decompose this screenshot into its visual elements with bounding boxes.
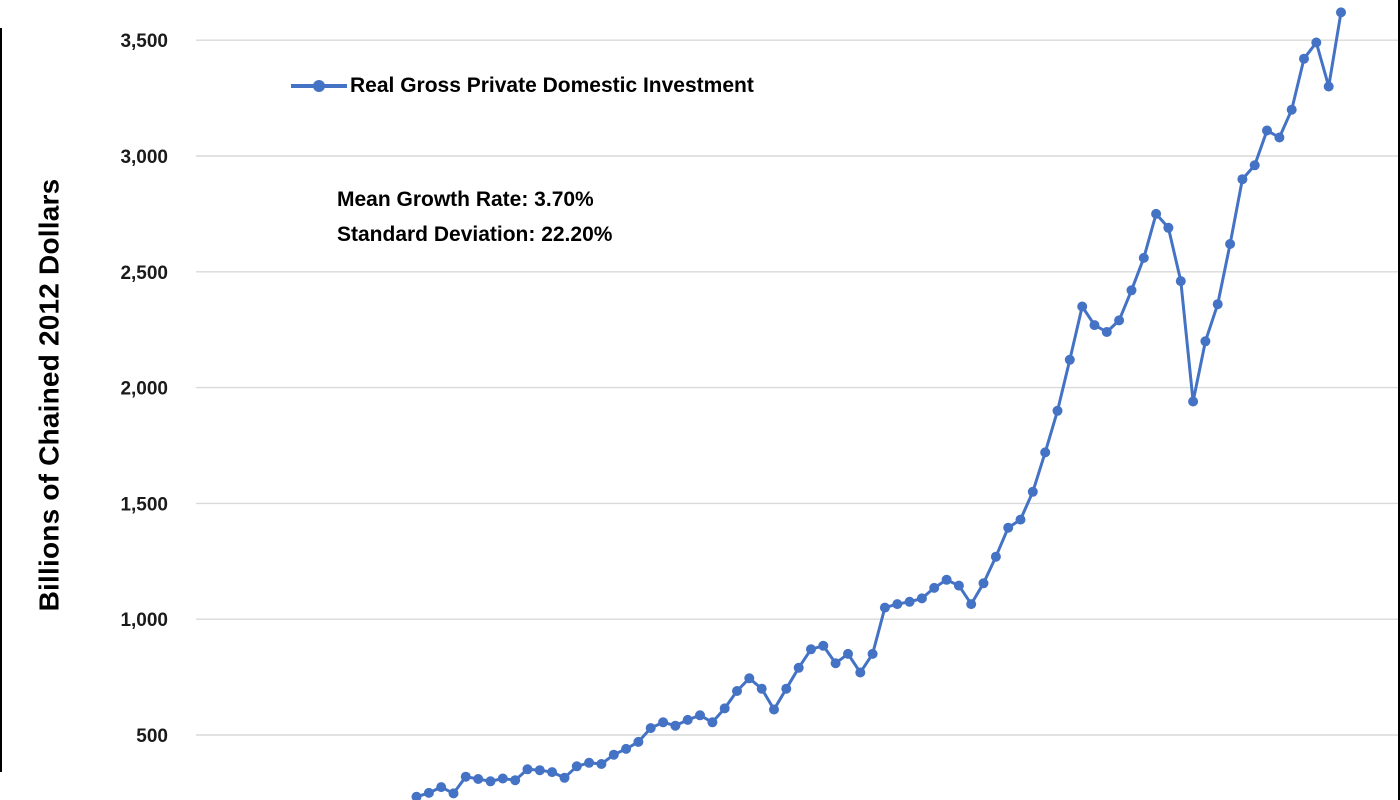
data-point-marker	[966, 599, 977, 610]
data-point-marker	[793, 662, 804, 673]
data-point-marker	[892, 599, 903, 610]
data-point-marker	[830, 658, 841, 669]
data-point-marker	[1225, 239, 1236, 249]
data-point-marker	[670, 720, 681, 731]
legend-label: Real Gross Private Domestic Investment	[350, 74, 754, 97]
data-point-marker	[411, 791, 422, 800]
data-point-marker	[522, 764, 533, 775]
data-point-marker	[1237, 174, 1248, 185]
chart-left-border	[0, 28, 2, 772]
data-point-marker	[1151, 208, 1162, 219]
data-point-marker	[596, 759, 607, 769]
data-point-marker	[1323, 81, 1334, 92]
data-point-marker	[1089, 320, 1100, 331]
data-point-marker	[1286, 104, 1297, 115]
legend: Real Gross Private Domestic Investment	[290, 74, 754, 98]
data-point-marker	[1015, 514, 1026, 525]
y-tick-label: 2,500	[120, 263, 168, 284]
data-point-marker	[941, 574, 952, 585]
data-point-marker	[658, 717, 669, 728]
data-point-marker	[1040, 447, 1051, 458]
data-point-marker	[978, 578, 989, 589]
data-point-marker	[1027, 486, 1038, 497]
data-point-marker	[1077, 301, 1088, 312]
data-point-marker	[571, 761, 582, 772]
data-point-marker	[448, 788, 459, 799]
y-tick-label: 500	[136, 726, 168, 747]
data-point-marker	[1003, 522, 1014, 533]
data-point-marker	[719, 703, 730, 714]
data-point-marker	[744, 673, 755, 684]
data-point-marker	[1200, 336, 1211, 347]
y-tick-label: 1,000	[120, 610, 168, 631]
data-point-marker	[547, 767, 558, 778]
y-tick-label: 2,000	[120, 379, 168, 400]
legend-line-marker-icon	[291, 80, 347, 92]
data-point-marker	[1064, 354, 1075, 365]
data-point-marker	[781, 683, 792, 694]
data-point-marker	[904, 596, 915, 607]
data-point-marker	[1163, 222, 1174, 233]
chart-right-border	[1398, 0, 1400, 800]
data-point-marker	[534, 765, 545, 776]
data-point-marker	[879, 602, 890, 613]
data-point-marker	[1052, 405, 1063, 416]
data-point-marker	[756, 683, 767, 694]
data-point-marker	[1101, 327, 1112, 337]
data-point-marker	[485, 776, 496, 787]
data-point-marker	[460, 771, 471, 782]
data-point-marker	[645, 723, 656, 734]
data-point-marker	[497, 773, 508, 784]
data-point-marker	[867, 648, 878, 659]
data-point-marker	[1336, 7, 1346, 18]
data-point-marker	[1212, 299, 1223, 310]
data-point-marker	[510, 775, 521, 786]
data-point-marker	[843, 648, 853, 659]
data-point-marker	[929, 582, 940, 593]
y-tick-label: 3,000	[120, 147, 168, 168]
data-point-marker	[608, 749, 619, 760]
data-point-marker	[1126, 285, 1137, 296]
data-point-marker	[769, 704, 779, 715]
data-point-marker	[695, 710, 705, 721]
standard-deviation-text: Standard Deviation: 22.20%	[337, 223, 613, 246]
data-point-marker	[423, 787, 434, 798]
data-point-marker	[1175, 276, 1186, 287]
y-tick-label: 1,500	[120, 494, 168, 515]
data-point-marker	[1274, 132, 1285, 143]
stats-annotation: Mean Growth Rate: 3.70% Standard Deviati…	[337, 182, 612, 252]
data-point-marker	[584, 757, 595, 768]
data-point-marker	[473, 774, 484, 784]
data-point-marker	[806, 644, 816, 655]
data-point-marker	[1299, 53, 1309, 64]
data-point-marker	[559, 772, 570, 783]
data-point-marker	[916, 593, 927, 604]
data-point-marker	[1188, 396, 1199, 407]
data-point-marker	[1138, 252, 1149, 263]
data-point-marker	[633, 736, 644, 747]
data-point-marker	[621, 743, 632, 754]
data-point-marker	[436, 782, 447, 793]
y-tick-label: 3,500	[120, 31, 168, 52]
data-point-marker	[732, 686, 742, 696]
data-point-marker	[1114, 315, 1125, 326]
data-point-marker	[855, 667, 866, 678]
data-point-marker	[990, 551, 1001, 562]
data-point-marker	[682, 714, 693, 725]
data-point-marker	[953, 580, 964, 591]
data-point-marker	[1311, 37, 1322, 48]
data-point-marker	[707, 717, 718, 728]
data-point-marker	[818, 640, 829, 651]
data-point-marker	[1249, 160, 1260, 171]
mean-growth-rate-text: Mean Growth Rate: 3.70%	[337, 188, 594, 211]
series-line	[413, 10, 1343, 800]
data-point-marker	[1262, 125, 1272, 136]
